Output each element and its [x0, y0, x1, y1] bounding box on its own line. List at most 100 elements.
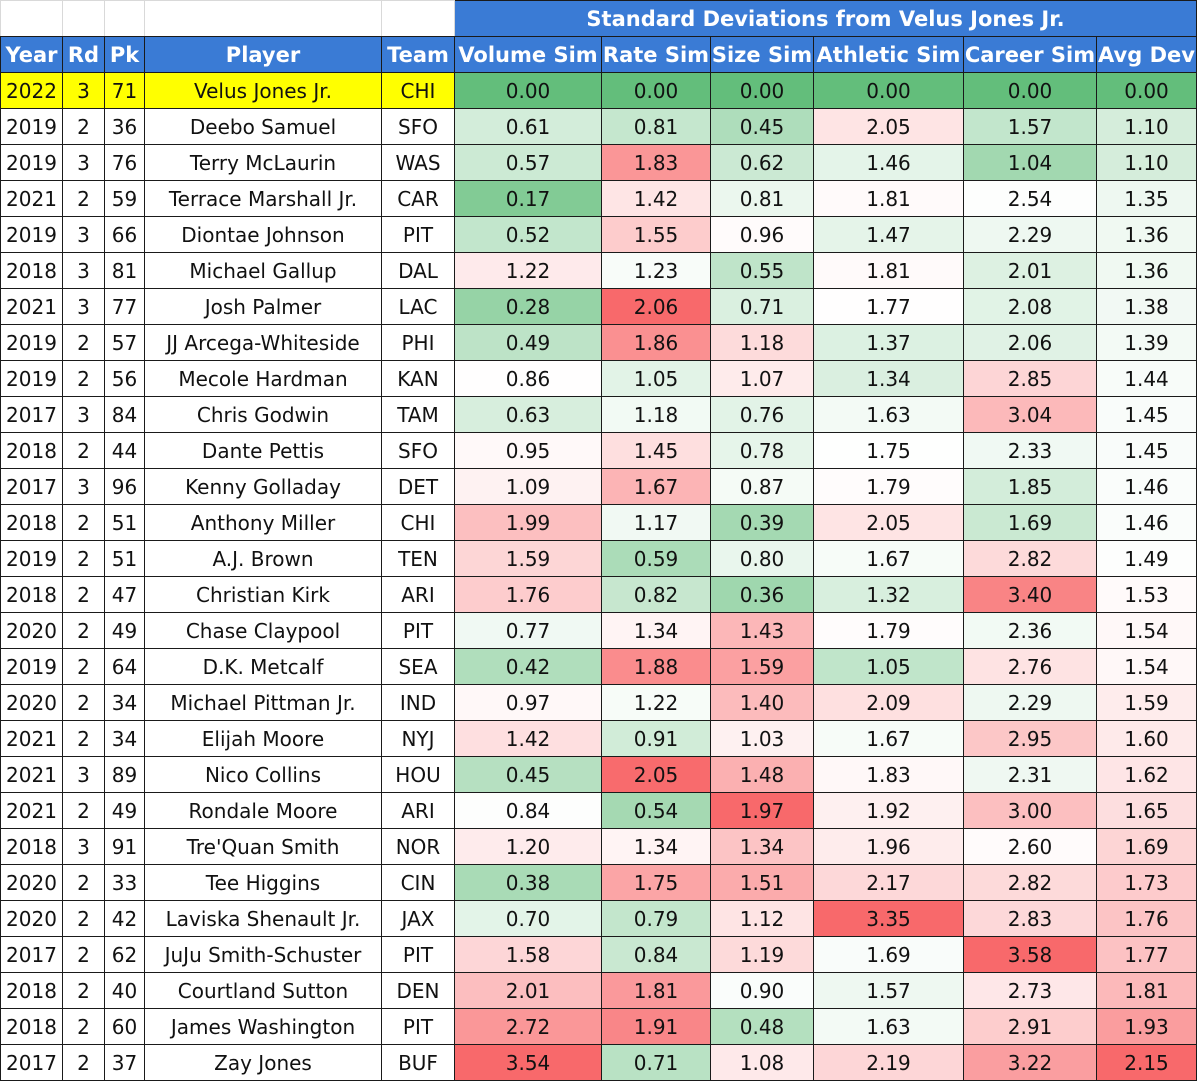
cell-career-sim: 2.29 — [963, 216, 1097, 253]
cell-team: CHI — [381, 72, 455, 109]
cell-round: 2 — [62, 900, 105, 937]
table-row: 2019 2 57 JJ Arcega-Whiteside PHI 0.49 1.86 1.1… — [0, 324, 1198, 361]
cell-player: Josh Palmer — [144, 288, 382, 325]
cell-athletic-sim: 1.69 — [813, 936, 964, 973]
cell-size-sim: 0.00 — [710, 72, 814, 109]
cell-avg-dev: 1.81 — [1095, 972, 1198, 1009]
table-row: 2019 2 56 Mecole Hardman KAN 0.86 1.05 1.07 1.34… — [0, 360, 1198, 397]
cell-rate-sim: 1.91 — [601, 1008, 711, 1045]
cell-avg-dev: 1.62 — [1095, 756, 1198, 793]
header-row: Year Rd Pk Player Team Volume Sim Rate S… — [0, 36, 1198, 73]
cell-volume-sim: 1.22 — [454, 252, 602, 289]
cell-team: TEN — [381, 540, 455, 577]
cell-career-sim: 1.04 — [963, 144, 1097, 181]
table-row: 2018 3 91 Tre'Quan Smith NOR 1.20 1.34 1.34 1.96… — [0, 828, 1198, 865]
cell-player: Zay Jones — [144, 1044, 382, 1081]
table-row: 2019 2 36 Deebo Samuel SFO 0.61 0.81 0.45 2.05 1.… — [0, 108, 1198, 145]
cell-player: Michael Pittman Jr. — [144, 684, 382, 721]
cell-volume-sim: 2.72 — [454, 1008, 602, 1045]
cell-year: 2020 — [0, 900, 63, 937]
cell-round: 2 — [62, 648, 105, 685]
cell-pick: 76 — [104, 144, 145, 181]
cell-round: 2 — [62, 540, 105, 577]
cell-pick: 40 — [104, 972, 145, 1009]
cell-athletic-sim: 1.63 — [813, 1008, 964, 1045]
cell-rate-sim: 1.05 — [601, 360, 711, 397]
cell-avg-dev: 1.77 — [1095, 936, 1198, 973]
cell-athletic-sim: 3.35 — [813, 900, 964, 937]
cell-pick: 91 — [104, 828, 145, 865]
cell-pick: 51 — [104, 540, 145, 577]
cell-year: 2019 — [0, 324, 63, 361]
cell-size-sim: 1.07 — [710, 360, 814, 397]
cell-round: 2 — [62, 1008, 105, 1045]
cell-career-sim: 2.82 — [963, 540, 1097, 577]
table-row: 2017 2 62 JuJu Smith-Schuster PIT 1.58 0.84 1.1… — [0, 936, 1198, 973]
cell-career-sim: 2.95 — [963, 720, 1097, 757]
cell-volume-sim: 1.58 — [454, 936, 602, 973]
cell-year: 2021 — [0, 288, 63, 325]
cell-player: Michael Gallup — [144, 252, 382, 289]
cell-career-sim: 2.31 — [963, 756, 1097, 793]
table-row: 2018 2 40 Courtland Sutton DEN 2.01 1.81 0.90 1.… — [0, 972, 1198, 1009]
cell-athletic-sim: 1.67 — [813, 540, 964, 577]
blank-cell — [381, 0, 455, 37]
cell-career-sim: 2.85 — [963, 360, 1097, 397]
cell-athletic-sim: 1.81 — [813, 252, 964, 289]
cell-volume-sim: 0.28 — [454, 288, 602, 325]
cell-team: PHI — [381, 324, 455, 361]
cell-avg-dev: 1.76 — [1095, 900, 1198, 937]
cell-volume-sim: 0.84 — [454, 792, 602, 829]
cell-rate-sim: 1.67 — [601, 468, 711, 505]
cell-pick: 84 — [104, 396, 145, 433]
cell-pick: 59 — [104, 180, 145, 217]
cell-round: 3 — [62, 72, 105, 109]
cell-avg-dev: 1.10 — [1095, 108, 1198, 145]
cell-size-sim: 1.51 — [710, 864, 814, 901]
cell-volume-sim: 2.01 — [454, 972, 602, 1009]
header-career-sim: Career Sim — [963, 36, 1097, 73]
header-year: Year — [0, 36, 63, 73]
cell-athletic-sim: 1.47 — [813, 216, 964, 253]
cell-round: 2 — [62, 720, 105, 757]
cell-volume-sim: 1.09 — [454, 468, 602, 505]
cell-size-sim: 1.03 — [710, 720, 814, 757]
cell-team: SEA — [381, 648, 455, 685]
cell-team: ARI — [381, 576, 455, 613]
table-row: 2018 2 44 Dante Pettis SFO 0.95 1.45 0.78 1.75 2.… — [0, 432, 1198, 469]
cell-pick: 51 — [104, 504, 145, 541]
table-row: 2020 2 34 Michael Pittman Jr. IND 0.97 1.22 1.4… — [0, 684, 1198, 721]
cell-athletic-sim: 1.67 — [813, 720, 964, 757]
cell-volume-sim: 0.45 — [454, 756, 602, 793]
cell-career-sim: 3.04 — [963, 396, 1097, 433]
cell-player: Chris Godwin — [144, 396, 382, 433]
cell-size-sim: 0.48 — [710, 1008, 814, 1045]
cell-athletic-sim: 1.81 — [813, 180, 964, 217]
cell-career-sim: 2.01 — [963, 252, 1097, 289]
cell-rate-sim: 1.17 — [601, 504, 711, 541]
cell-career-sim: 3.00 — [963, 792, 1097, 829]
cell-avg-dev: 2.15 — [1095, 1044, 1198, 1081]
cell-team: PIT — [381, 936, 455, 973]
cell-rate-sim: 0.84 — [601, 936, 711, 973]
blank-cell — [104, 0, 145, 37]
blank-cell — [144, 0, 382, 37]
cell-size-sim: 1.59 — [710, 648, 814, 685]
cell-player: Velus Jones Jr. — [144, 72, 382, 109]
table-row: 2018 2 51 Anthony Miller CHI 1.99 1.17 0.39 2.05… — [0, 504, 1198, 541]
cell-year: 2017 — [0, 396, 63, 433]
cell-year: 2017 — [0, 1044, 63, 1081]
cell-athletic-sim: 2.09 — [813, 684, 964, 721]
cell-size-sim: 0.62 — [710, 144, 814, 181]
cell-year: 2021 — [0, 180, 63, 217]
cell-player: Diontae Johnson — [144, 216, 382, 253]
cell-player: Anthony Miller — [144, 504, 382, 541]
cell-team: SFO — [381, 108, 455, 145]
cell-year: 2017 — [0, 468, 63, 505]
cell-round: 2 — [62, 108, 105, 145]
highlighted-row: 2022 3 71 Velus Jones Jr. CHI 0.00 0.00 0.00 0.0… — [0, 72, 1198, 109]
cell-pick: 57 — [104, 324, 145, 361]
cell-round: 3 — [62, 216, 105, 253]
cell-career-sim: 2.82 — [963, 864, 1097, 901]
